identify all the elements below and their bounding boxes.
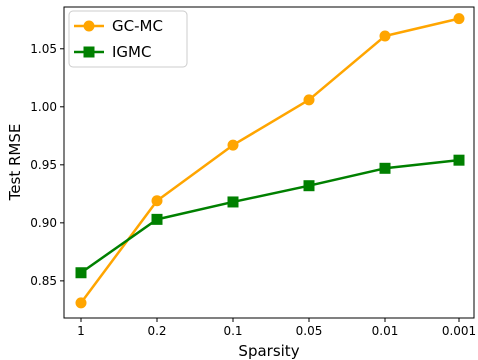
x-axis-label: Sparsity [238,342,299,360]
data-point [379,162,391,174]
y-tick-label: 1.00 [30,100,57,114]
data-point [75,267,87,279]
data-point [303,94,315,106]
data-point [453,13,465,25]
legend-entry: IGMC [74,43,151,61]
x-tick-label: 0.2 [147,324,166,338]
x-tick-label: 0.01 [372,324,399,338]
y-tick-label: 0.85 [30,274,57,288]
x-axis: 1 0.2 0.1 0.05 0.01 0.001 [77,318,476,338]
y-tick-label: 0.95 [30,158,57,172]
series-igmc [75,154,465,279]
x-tick-label: 0.1 [223,324,242,338]
legend-entry: GC-MC [74,17,163,35]
x-tick-label: 1 [77,324,85,338]
series-line [79,17,460,304]
data-point [227,196,239,208]
data-point [303,180,315,192]
legend-label: GC-MC [112,17,163,35]
data-point [75,297,87,309]
series-gc-mc [75,13,465,309]
legend-marker [83,46,95,58]
data-point [151,195,163,207]
x-tick-label: 0.001 [442,324,476,338]
legend-label: IGMC [112,43,151,61]
y-axis: 0.85 0.90 0.95 1.00 1.05 [30,42,64,288]
series-layer [75,13,465,309]
data-point [453,154,465,166]
y-tick-label: 0.90 [30,216,57,230]
legend: GC-MC IGMC [68,10,188,68]
legend-marker [83,20,95,32]
data-point [151,213,163,225]
y-axis-label: Test RMSE [6,124,24,202]
data-point [227,139,239,151]
data-point [379,30,391,42]
y-tick-label: 1.05 [30,42,57,56]
x-tick-label: 0.05 [296,324,323,338]
series-line [80,158,460,274]
